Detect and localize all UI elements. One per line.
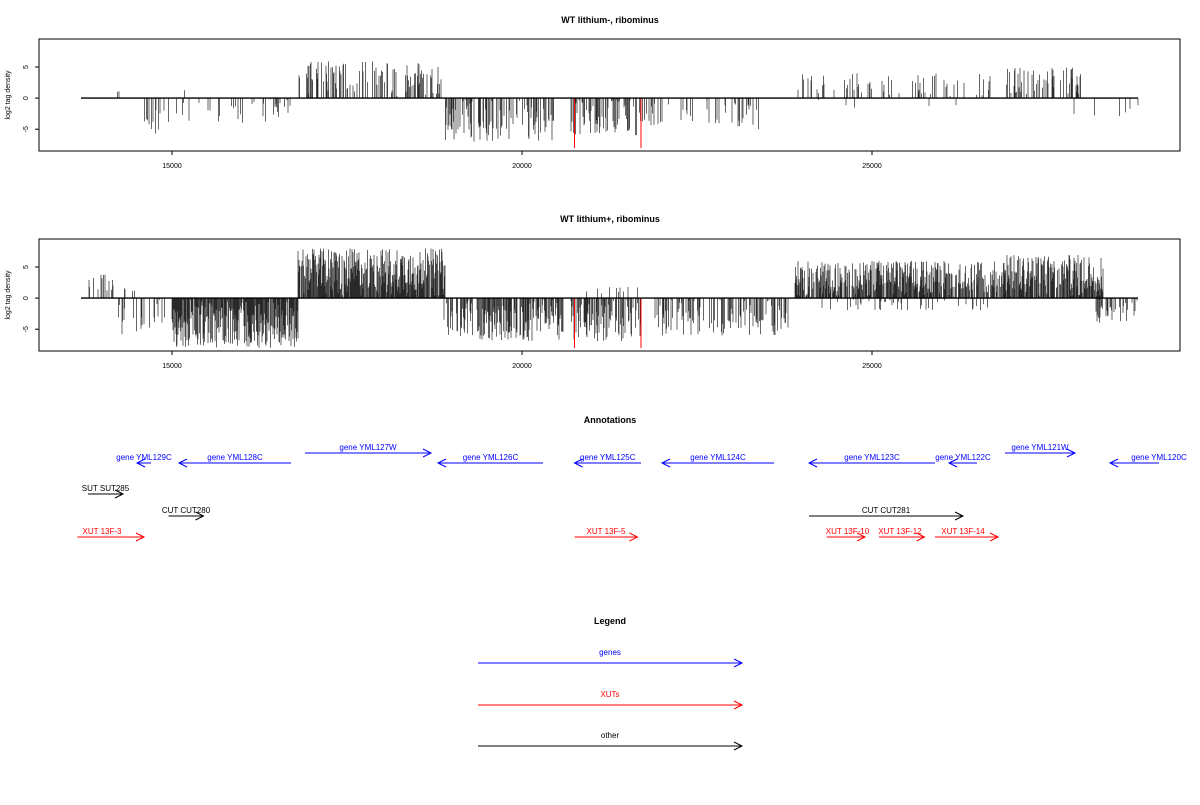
arrow-head: [947, 458, 958, 468]
legend-title: Legend: [594, 616, 626, 626]
feature-label: gene YML125C: [580, 453, 636, 462]
feature-label: gene YML121W: [1011, 443, 1069, 452]
y-tick-label: -5: [23, 326, 30, 332]
annotation-gene-yml129c: gene YML129C: [116, 453, 172, 468]
y-tick-label: 0: [23, 296, 30, 300]
arrow-head: [660, 458, 671, 468]
feature-label: CUT CUT280: [162, 506, 211, 515]
axes: -5 0 5 15000 20000 25000: [23, 65, 882, 170]
arrow-head: [135, 532, 146, 542]
annotation-cut-cut281: CUT CUT281: [809, 506, 965, 521]
annotation-features: gene YML129C gene YML128C gene YML127W gene…: [77, 443, 1187, 542]
arrow-head: [177, 458, 188, 468]
arrow-head: [573, 458, 583, 468]
arrow-head: [436, 458, 447, 468]
feature-label: CUT CUT281: [862, 506, 911, 515]
plot-title: WT lithium+, ribominus: [560, 214, 660, 224]
arrow-head: [629, 532, 639, 542]
arrow-head: [733, 741, 744, 751]
feature-label: gene YML122C: [935, 453, 991, 462]
x-tick-label: 15000: [162, 363, 182, 370]
feature-label: gene YML126C: [463, 453, 519, 462]
annotation-gene-yml122c: gene YML122C: [935, 453, 991, 468]
legend-items: genes XUTs other: [478, 648, 744, 751]
annotations-title: Annotations: [584, 415, 637, 425]
arrow-head: [195, 511, 205, 521]
annotation-xut-13f-10: XUT 13F-10: [826, 527, 870, 542]
plot-frame: [38, 38, 1181, 152]
annotation-xut-13f-5: XUT 13F-5: [574, 527, 639, 542]
annotation-gene-yml128c: gene YML128C: [177, 453, 291, 468]
annotation-gene-yml123c: gene YML123C: [807, 453, 935, 468]
y-tick-label: 5: [23, 265, 30, 269]
feature-label: gene YML128C: [207, 453, 263, 462]
feature-label: XUT 13F-10: [826, 527, 870, 536]
y-tick-label: 5: [23, 65, 30, 69]
track-plot-lithium-plus: WT lithium+, ribominus log2 tag density …: [5, 214, 1181, 370]
y-tick-label: -5: [23, 126, 30, 132]
legend-label: other: [601, 731, 620, 740]
feature-label: SUT SUT285: [82, 484, 130, 493]
arrow-head: [422, 448, 433, 458]
legend-label: XUTs: [600, 690, 619, 699]
legend-label: genes: [599, 648, 621, 657]
arrow-head: [114, 489, 125, 499]
feature-label: XUT 13F-14: [941, 527, 985, 536]
annotation-xut-13f-14: XUT 13F-14: [935, 527, 1000, 542]
annotation-gene-yml121w: gene YML121W: [1005, 443, 1077, 458]
x-tick-label: 15000: [162, 163, 182, 170]
arrow-head: [1108, 458, 1119, 468]
x-tick-label: 25000: [862, 363, 882, 370]
bar-group: [81, 61, 1139, 148]
feature-label: gene YML127W: [339, 443, 397, 452]
feature-label: XUT 13F-12: [878, 527, 922, 536]
annotation-gene-yml120c: gene YML120C: [1108, 453, 1187, 468]
plot-title: WT lithium-, ribominus: [561, 15, 659, 25]
feature-label: XUT 13F-5: [587, 527, 627, 536]
axes: -5 0 5 15000 20000 25000: [23, 265, 882, 370]
y-axis-label: log2 tag density: [5, 270, 12, 320]
feature-label: XUT 13F-3: [83, 527, 123, 536]
arrow-head: [1066, 448, 1077, 458]
annotation-cut-cut280: CUT CUT280: [162, 506, 211, 521]
arrow-head: [733, 700, 744, 710]
annotation-sut-sut285: SUT SUT285: [82, 484, 130, 499]
arrow-head: [807, 458, 818, 468]
y-tick-label: 0: [23, 96, 30, 100]
legend-item-genes: genes: [478, 648, 744, 668]
annotation-gene-yml127w: gene YML127W: [305, 443, 433, 458]
annotation-gene-yml125c: gene YML125C: [573, 453, 641, 468]
x-tick-label: 20000: [512, 363, 532, 370]
bar-group: [81, 248, 1138, 348]
arrow-head: [733, 658, 744, 668]
legend: Legend genes XUTs other: [478, 616, 744, 751]
arrow-head: [856, 532, 867, 542]
annotation-xut-13f-3: XUT 13F-3: [77, 527, 146, 542]
annotation-gene-yml124c: gene YML124C: [660, 453, 774, 468]
feature-label: gene YML120C: [1131, 453, 1187, 462]
annotation-gene-yml126c: gene YML126C: [436, 453, 543, 468]
legend-item-other: other: [478, 731, 744, 751]
arrow-head: [989, 532, 1000, 542]
annotation-xut-13f-12: XUT 13F-12: [878, 527, 926, 542]
legend-item-xuts: XUTs: [478, 690, 744, 710]
arrow-head: [954, 511, 965, 521]
y-axis-label: log2 tag density: [5, 70, 12, 120]
feature-label: gene YML124C: [690, 453, 746, 462]
arrow-head: [135, 458, 146, 468]
feature-label: gene YML123C: [844, 453, 900, 462]
track-plot-lithium-minus: WT lithium-, ribominus log2 tag density …: [5, 15, 1181, 170]
feature-label: gene YML129C: [116, 453, 172, 462]
arrow-head: [916, 532, 926, 542]
x-tick-label: 20000: [512, 163, 532, 170]
annotations-panel: Annotations gene YML129C gene YML128Cgene…: [77, 415, 1187, 542]
x-tick-label: 25000: [862, 163, 882, 170]
